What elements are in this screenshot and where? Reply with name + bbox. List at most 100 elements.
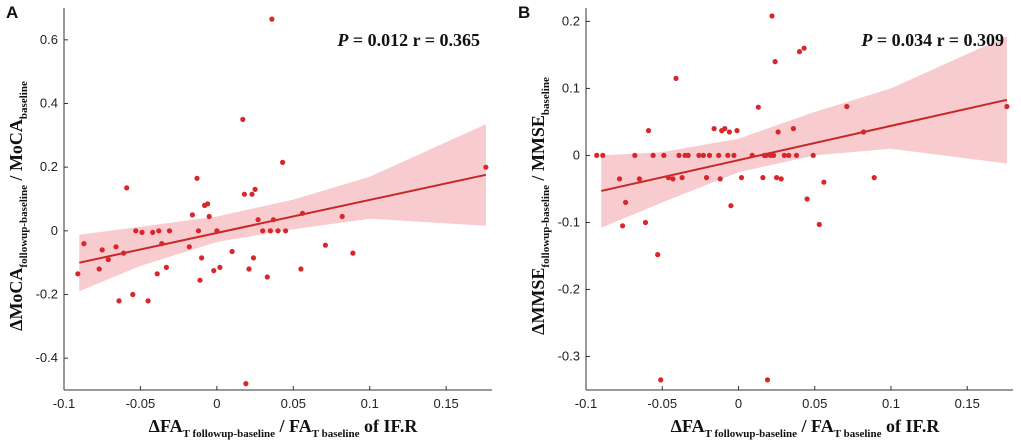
panel-b-y-tick-label: -0.1: [558, 214, 580, 229]
panel-a-data-point: [211, 268, 217, 274]
panel-b-data-point: [760, 175, 766, 181]
panel-a-y-tick-label: -0.4: [36, 350, 58, 365]
panel-b-x-tick-label: -0.05: [647, 396, 677, 411]
panel-a-data-point: [250, 255, 257, 261]
panel-b-data-point: [642, 219, 649, 226]
panel-b-data-point: [804, 196, 810, 202]
panel-a-data-point: [339, 213, 345, 220]
panel-b-data-point: [700, 152, 707, 158]
panel-b-y-tick-label: -0.3: [558, 348, 580, 363]
panel-b-data-point: [774, 175, 780, 181]
panel-b-data-point: [860, 129, 867, 135]
panel-a-data-point: [255, 217, 261, 223]
panel-a-data-point: [206, 213, 212, 220]
panel-a-data-point: [264, 274, 270, 280]
panel-a-y-tick-label: 0.6: [40, 32, 58, 47]
panel-b-data-point: [726, 129, 733, 135]
panel-b-data-point: [696, 152, 702, 158]
panel-a-y-tick-label: 0: [51, 223, 58, 238]
panel-b-x-tick-label: -0.1: [575, 396, 597, 411]
panel-b-data-point: [616, 176, 623, 182]
panel-b-data-point: [600, 152, 606, 158]
panel-b-data-point: [632, 152, 638, 158]
panel-a-data-point: [121, 250, 127, 256]
panel-b-data-point: [775, 129, 781, 135]
panel-b-data-point: [781, 152, 787, 158]
panel-b-data-point: [650, 152, 656, 158]
panel-b-data-point: [716, 152, 722, 158]
panel-b-data-point: [711, 126, 717, 132]
panel-a-data-point: [270, 217, 276, 223]
panel-b-data-point: [796, 49, 803, 55]
panel-b-data-point: [772, 59, 778, 65]
panel-a-data-point: [113, 244, 119, 250]
panel-a-y-tick-label: -0.2: [36, 287, 58, 302]
panel-b-data-point: [679, 175, 685, 181]
panel-a-data-point: [298, 266, 304, 272]
panel-b-data-point: [764, 377, 771, 383]
panel-a-data-point: [267, 228, 273, 234]
panel-a-data-point: [205, 201, 211, 207]
panel-a-data-point: [283, 228, 289, 234]
panel-b-data-point: [661, 152, 667, 158]
panel-a-x-tick-label: 0.1: [361, 396, 379, 411]
panel-a-data-point: [299, 210, 306, 216]
panel-a-data-point: [139, 229, 145, 235]
panel-a-data-point: [166, 228, 173, 234]
panel-a-data-point: [241, 191, 247, 197]
panel-b-data-point: [722, 126, 728, 132]
panel-b-letter: B: [518, 3, 530, 22]
panel-a-data-point: [350, 250, 356, 256]
panel-b-data-point: [658, 377, 664, 383]
panel-b-data-point: [623, 199, 629, 205]
panel-a-data-point: [156, 228, 162, 234]
panel-b-x-tick-label: 0.05: [802, 396, 827, 411]
panel-a-data-point: [75, 271, 81, 277]
panel-a-y-tick-label: 0.2: [40, 159, 58, 174]
panel-b-data-point: [749, 152, 755, 158]
panel-a-data-point: [96, 266, 102, 272]
panel-a-data-point: [269, 16, 275, 22]
panel-b-data-point: [645, 128, 652, 134]
panel-a-data-point: [186, 244, 192, 250]
panel-b-data-point: [816, 221, 822, 228]
panel-a-data-point: [483, 164, 489, 170]
panel-a-data-point: [154, 271, 160, 277]
panel-a-data-point: [150, 229, 156, 235]
panel-b-data-point: [676, 152, 682, 158]
panel-a-x-tick-label: 0.05: [281, 396, 306, 411]
panel-b-data-point: [703, 175, 710, 181]
panel-a-data-point: [252, 186, 258, 192]
panel-b-data-point: [821, 179, 827, 185]
panel-b-y-tick-label: -0.2: [558, 281, 580, 296]
panel-b-data-point: [636, 176, 643, 182]
panel-b-data-point: [871, 175, 877, 181]
panel-a-data-point: [163, 264, 169, 270]
panel-b-data-point: [594, 152, 600, 158]
panel-a-data-point: [105, 256, 111, 263]
panel-a-x-tick-label: -0.05: [126, 396, 156, 411]
panel-b-data-point: [738, 175, 745, 181]
panel-b-data-point: [763, 152, 769, 158]
panel-a-y-axis-label: ΔMoCAfollowup-baseline / MoCAbaseline: [6, 81, 30, 331]
panel-b-data-point: [673, 75, 679, 81]
panel-a-data-point: [260, 228, 266, 234]
panel-b-stat-text: P = 0.034 r = 0.309: [860, 30, 1004, 50]
panel-a-data-point: [229, 248, 235, 255]
panel-b-confidence-band: [601, 36, 1007, 228]
panel-a-data-point: [189, 212, 195, 218]
panel-a-data-point: [249, 191, 255, 197]
panel-b-x-tick-label: 0.1: [882, 396, 900, 411]
panel-a-fit-line: [79, 173, 487, 264]
panel-b-y-tick-label: 0: [573, 147, 580, 162]
panel-a-data-point: [194, 175, 200, 181]
panel-a-data-point: [217, 264, 223, 270]
panel-a-data-point: [124, 185, 130, 191]
panel-a-data-point: [240, 116, 246, 122]
panel-b-data-point: [793, 152, 800, 158]
panel-b-data-point: [706, 152, 713, 158]
panel-b-data-point: [725, 152, 731, 158]
panel-b-data-point: [810, 152, 816, 158]
